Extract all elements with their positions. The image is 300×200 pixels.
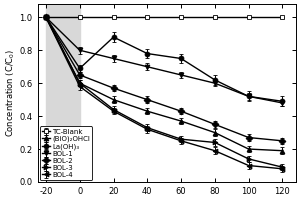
Bar	[46, 4, 80, 182]
Y-axis label: Concentration (C/C$_0$): Concentration (C/C$_0$)	[4, 49, 17, 137]
Legend: TC-Blank, (BiO)₂OHCl, La(OH)₃, BOL-1, BOL-2, BOL-3, BOL-4: TC-Blank, (BiO)₂OHCl, La(OH)₃, BOL-1, BO…	[40, 126, 92, 180]
